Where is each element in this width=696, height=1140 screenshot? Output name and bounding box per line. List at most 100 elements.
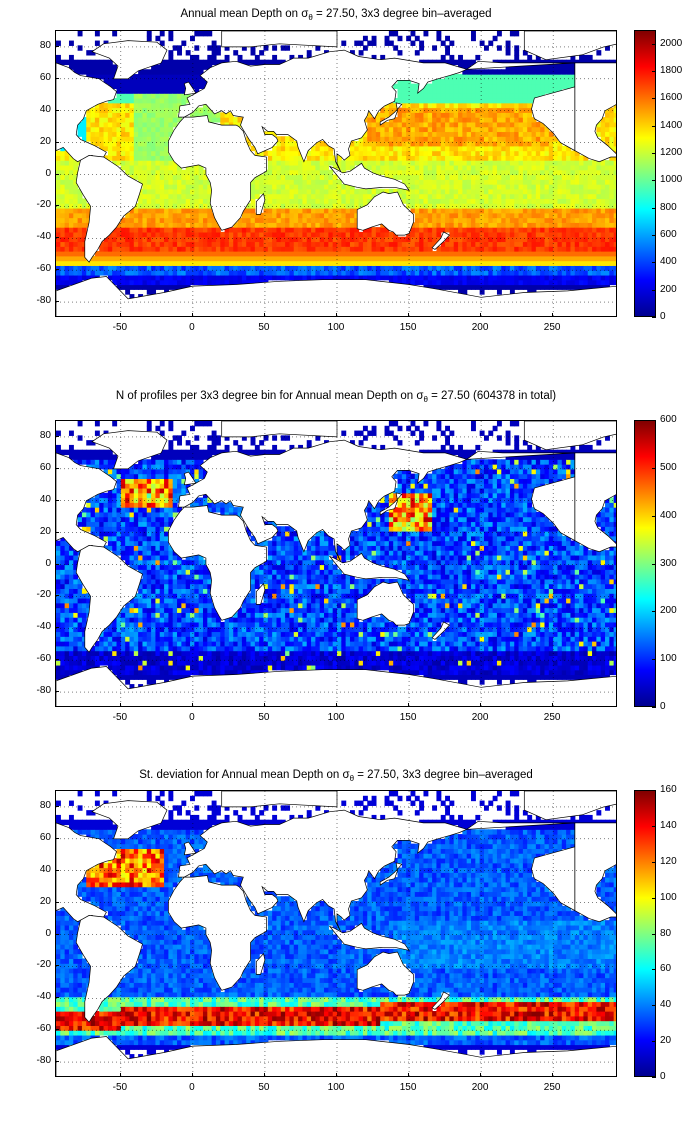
x-tick-label: 0 [189,1082,195,1093]
x-tick-mark [119,1073,121,1077]
x-tick-mark [263,1073,265,1077]
y-tick-label: 60 [39,461,51,473]
land-antarctica [56,276,616,316]
colorbar-tick-mark [652,467,656,469]
title-symbol: σ [416,390,424,402]
x-tick-mark [408,703,410,707]
x-tick-label: 200 [471,712,489,723]
x-tick-mark [336,703,337,707]
land-madagascar [255,582,266,605]
land-japan [379,862,403,886]
colorbar-tick-label: 400 [660,509,677,521]
colorbar-tick-label: 1400 [660,119,683,131]
land-africa [168,875,267,991]
x-tick-label: 50 [258,322,270,333]
y-tick-mark [55,659,59,661]
panel-title-n-profiles: N of profiles per 3x3 degree bin for Ann… [55,390,617,404]
y-tick-mark [55,499,59,501]
colorbar-tick-label: 1600 [660,92,683,104]
y-tick-mark [55,805,59,807]
y-tick-label: 20 [39,895,51,907]
y-tick-label: 40 [39,863,51,875]
land-northAmericaEast [574,822,616,923]
colorbar-tick-mark [652,861,656,863]
colorbar-tick-mark [652,707,656,708]
x-tick-mark [119,703,121,707]
land-arcticTop [221,421,338,438]
land-greenland [91,800,168,840]
title-prefix: St. deviation for Annual mean Depth on [139,769,343,781]
land-japan [379,492,403,516]
colorbar-tick-mark [652,611,656,613]
colorbar-tick-mark [652,235,656,236]
coastlines [56,791,616,1076]
x-tick-label: 250 [543,1082,561,1093]
y-tick-mark [55,467,59,469]
y-tick-label: 60 [39,71,51,83]
y-tick-label: -80 [36,685,51,697]
x-tick-label: 150 [399,322,417,333]
y-tick-mark [55,997,59,999]
y-tick-mark [55,691,59,693]
y-tick-label: -80 [36,295,51,307]
land-eurasia [178,809,468,934]
y-tick-mark [55,627,59,629]
x-tick-label: 150 [399,1082,417,1093]
colorbar-tick-label: 800 [660,201,677,213]
title-suffix: = 27.50, 3x3 degree bin–averaged [354,769,533,781]
grid-lines [56,791,616,1076]
y-tick-mark [55,141,59,143]
panel-title-mean-depth: Annual mean Depth on σθ = 27.50, 3x3 deg… [55,8,617,22]
land-northAmerica [56,452,117,553]
y-tick-label: -80 [36,1055,51,1067]
colorbar-tick-label: 200 [660,283,677,295]
x-tick-label: 250 [543,712,561,723]
land-arcticIslands [523,31,616,61]
colorbar-tick-label: 1800 [660,65,683,76]
x-tick-label: 100 [327,322,345,333]
x-tick-label: 100 [327,712,345,723]
y-tick-mark [55,1029,59,1031]
y-tick-mark [55,1061,59,1063]
y-tick-mark [55,205,59,207]
y-tick-mark [55,173,59,175]
coastlines [56,31,616,316]
land-southAmerica [75,915,143,1023]
x-tick-label: 50 [258,1082,270,1093]
land-arcticIslands [523,421,616,451]
title-prefix: N of profiles per 3x3 degree bin for Ann… [115,390,417,402]
land-northAmerica [56,822,117,923]
y-tick-mark [55,837,59,839]
y-tick-mark [55,901,59,903]
y-tick-label: -60 [36,263,51,275]
y-tick-mark [55,965,59,967]
y-tick-label: -40 [36,621,51,633]
land-alaska [465,450,576,542]
map-panel-n-profiles [55,420,617,707]
colorbar-tick-label: 60 [660,963,672,975]
title-suffix: = 27.50, 3x3 degree bin–averaged [312,8,492,20]
bin-cells [56,31,616,300]
land-northAmericaEast [574,452,616,553]
bin-cells [56,791,616,1060]
colorbar-tick-mark [652,289,656,291]
colorbar-tick-label: 500 [660,461,677,473]
x-tick-mark [552,1073,554,1077]
y-tick-label: -40 [36,991,51,1003]
x-tick-mark [191,703,193,707]
y-tick-mark [55,269,59,271]
land-arcticTop [221,791,338,808]
colorbar-tick-label: 100 [660,653,677,665]
colorbar-tick-mark [652,262,656,264]
colorbar-tick-mark [652,790,656,791]
x-tick-label: 150 [399,712,417,723]
y-tick-mark [55,869,59,871]
x-tick-mark [552,313,554,317]
land-eurasia [178,49,468,174]
land-australia [356,951,414,996]
x-tick-mark [408,313,410,317]
colorbar-tick-label: 0 [660,701,666,712]
y-tick-mark [55,595,59,597]
y-tick-label: -20 [36,959,51,971]
